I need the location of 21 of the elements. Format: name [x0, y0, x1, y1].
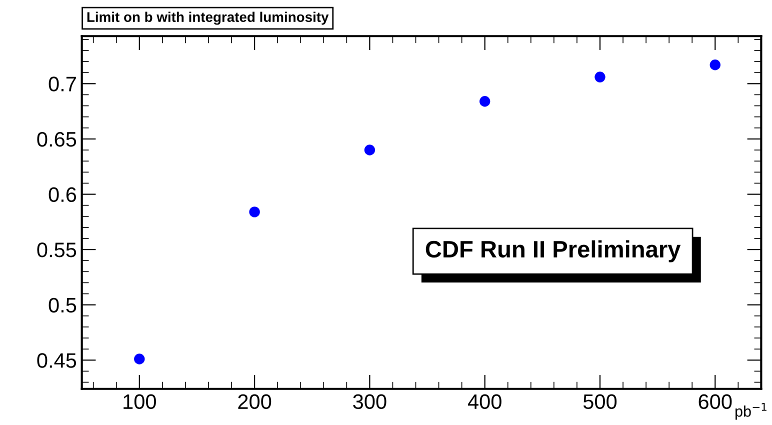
y-tick-label: 0.45 [37, 353, 76, 368]
y-tick-label: 0.55 [37, 242, 76, 258]
point [364, 144, 376, 156]
point [479, 96, 490, 107]
point [249, 206, 260, 218]
y-tick-label: 0.65 [37, 132, 76, 147]
x-tick-label: 500 [583, 394, 617, 410]
chart-title: Limit on b with integrated luminosity [87, 12, 329, 25]
x-tick-label: 400 [468, 394, 502, 410]
x-axis-title: pb$^{−1}$ [736, 402, 766, 420]
x-tick-label: 600 [698, 394, 732, 410]
annotation: CDF Run II Preliminary [426, 240, 681, 262]
x-tick-label: 300 [353, 394, 386, 410]
x-tick-label: 100 [124, 394, 156, 410]
x-tick-label: 200 [238, 394, 272, 410]
y-tick-label: 0.5 [48, 298, 76, 313]
point [134, 354, 145, 364]
y-tick-label: 0.7 [48, 76, 76, 92]
point [594, 72, 606, 82]
y-tick-label: 0.6 [48, 187, 76, 202]
point [710, 60, 720, 70]
